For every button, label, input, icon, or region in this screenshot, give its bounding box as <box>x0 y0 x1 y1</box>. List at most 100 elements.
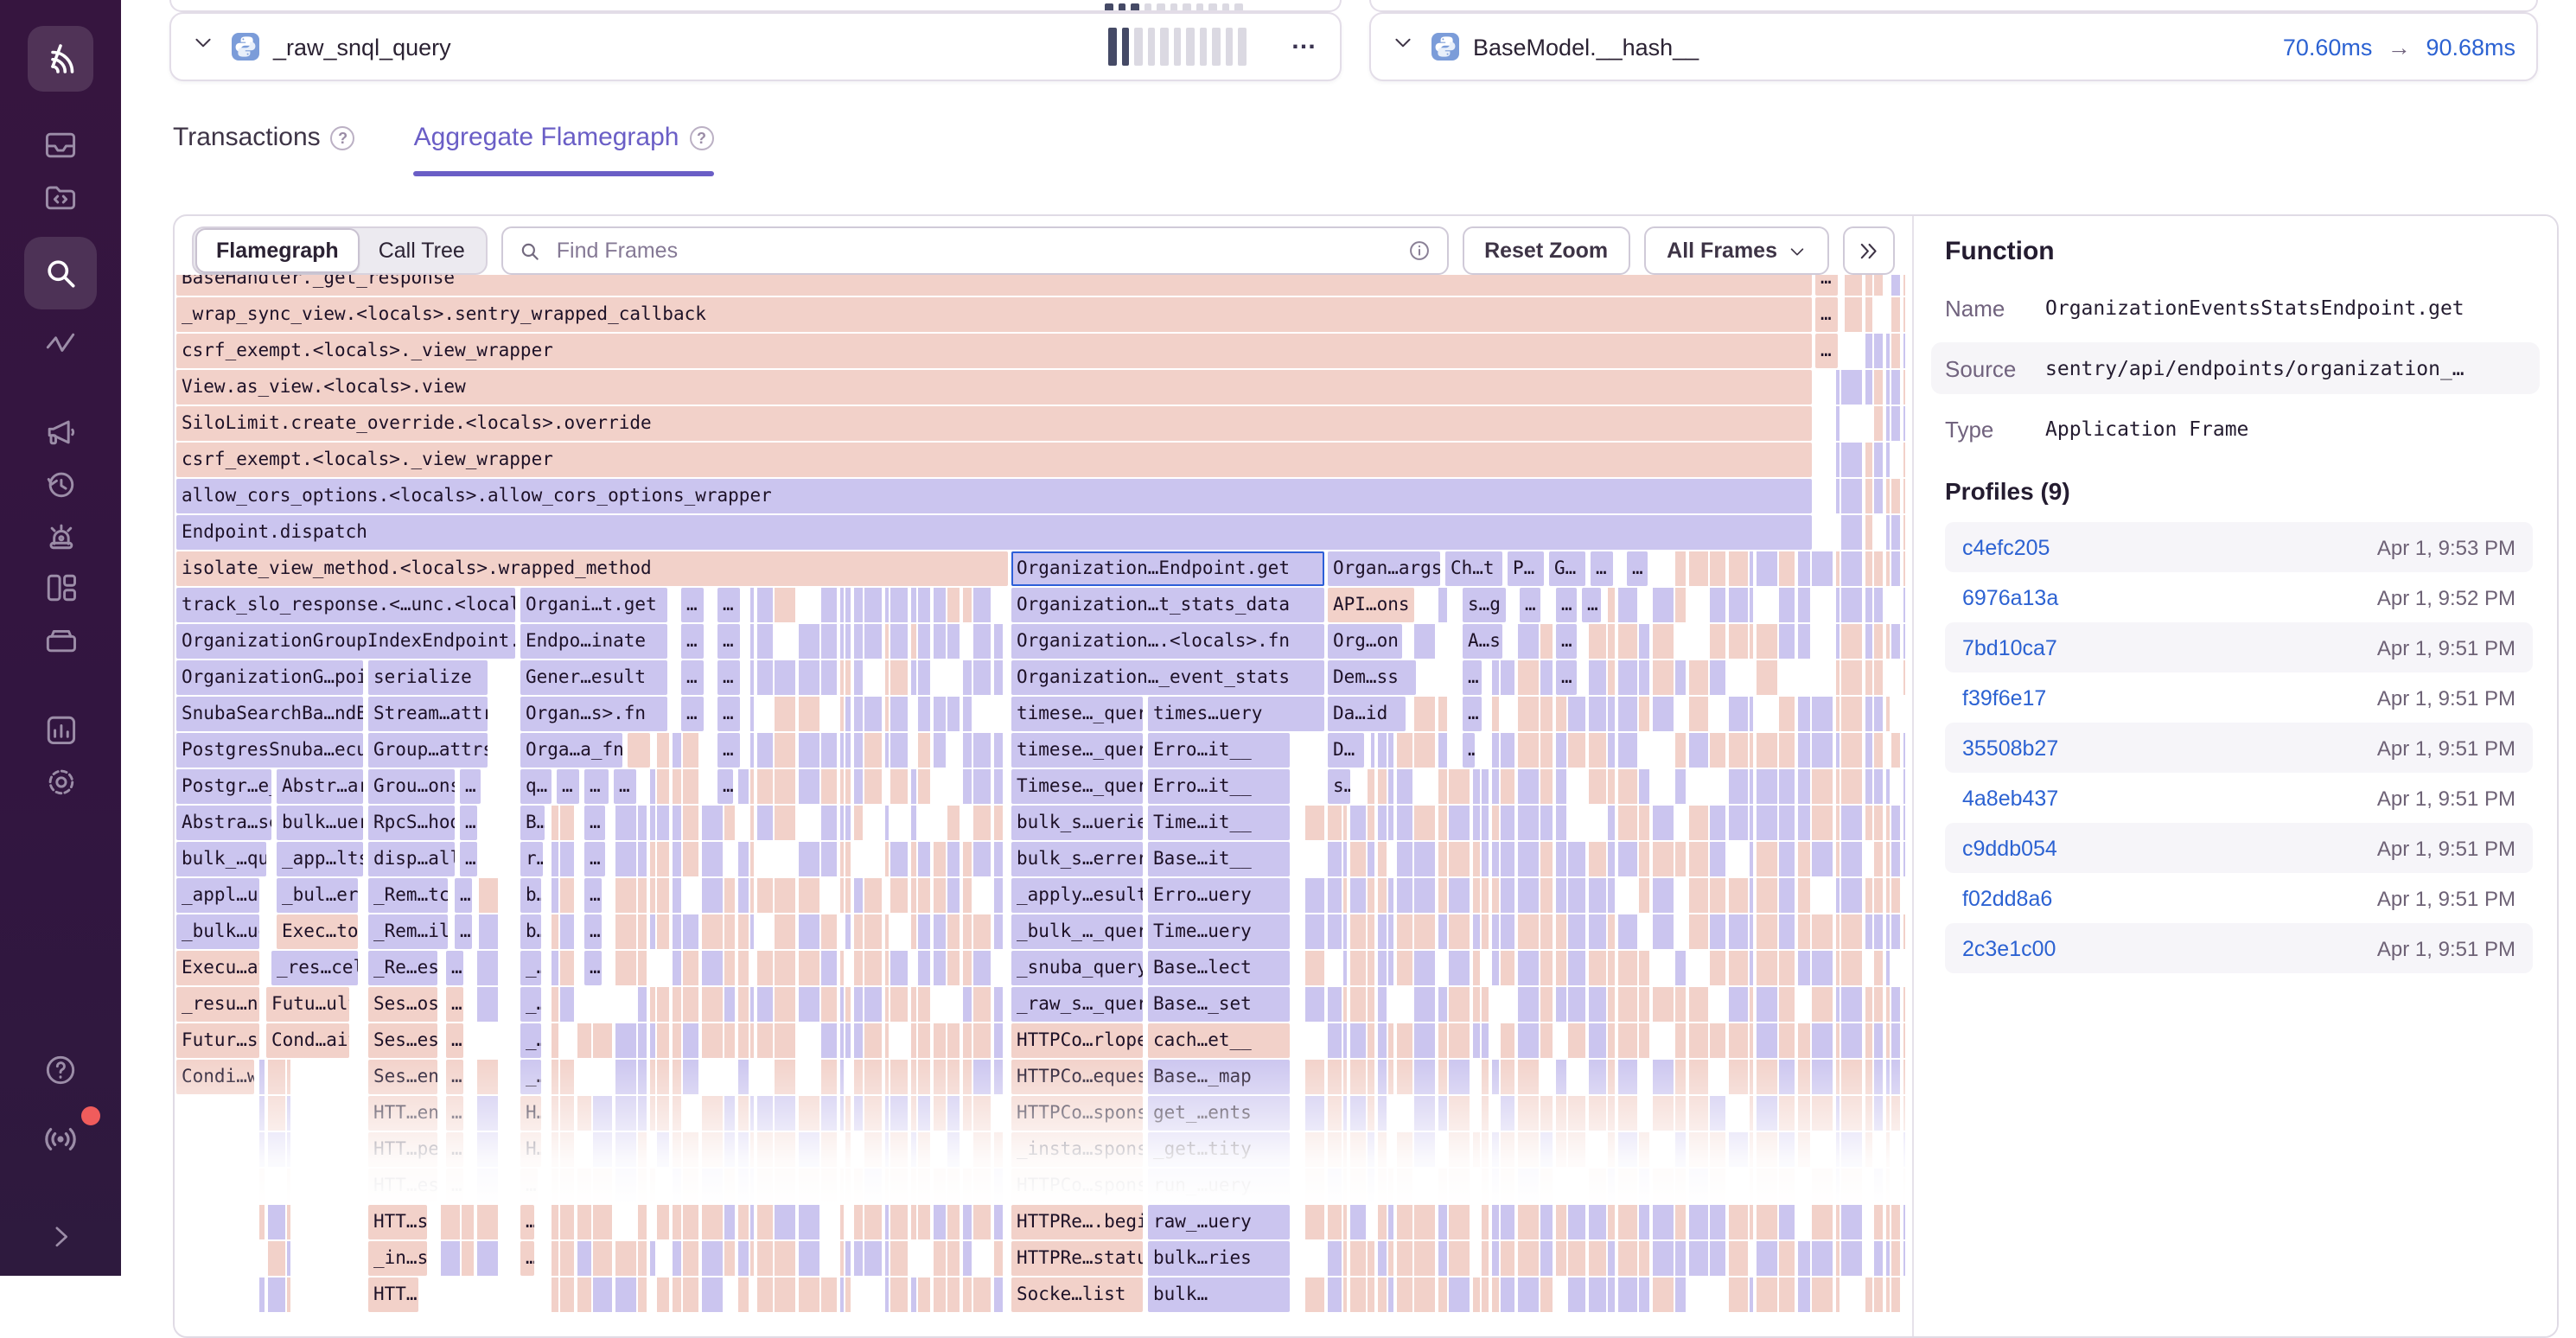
flame-frame-small[interactable] <box>638 1132 647 1167</box>
flame-frame-small[interactable] <box>1517 1096 1538 1131</box>
flame-frame-small[interactable] <box>1891 1023 1900 1058</box>
flame-frame-small[interactable] <box>551 1132 558 1167</box>
flame-frame-small[interactable] <box>1874 842 1883 876</box>
flame-frame-small[interactable] <box>1756 842 1776 876</box>
flame-frame-small[interactable] <box>1327 806 1341 840</box>
flame-frame-small[interactable] <box>1891 1096 1900 1131</box>
flame-frame-small[interactable] <box>1501 733 1514 768</box>
flame-frame-small[interactable] <box>1675 1023 1686 1058</box>
flame-frame-small[interactable] <box>1343 1132 1347 1167</box>
flame-frame-small[interactable] <box>1675 842 1686 876</box>
flame-frame-small[interactable] <box>933 1241 945 1276</box>
flame-frame-small[interactable] <box>853 1241 862 1276</box>
flame-frame-small[interactable] <box>551 878 558 913</box>
flame-frame-small[interactable] <box>884 588 888 622</box>
flame-frame[interactable]: Endpoint.dispatch <box>176 515 1812 550</box>
flame-frame-small[interactable] <box>1377 1096 1386 1131</box>
flame-frame-small[interactable] <box>1438 1096 1446 1131</box>
flame-frame-small[interactable] <box>933 1060 945 1094</box>
flame-frame-small[interactable] <box>1865 769 1871 804</box>
flame-frame-small[interactable] <box>839 842 843 876</box>
flame-frame-small[interactable] <box>1885 479 1889 513</box>
flame-frame-small[interactable] <box>1438 1205 1446 1239</box>
flame-frame[interactable]: … <box>455 914 472 949</box>
flame-frame-small[interactable] <box>1639 842 1649 876</box>
flame-frame-small[interactable] <box>1865 551 1871 586</box>
flame-frame-small[interactable] <box>1343 1023 1347 1058</box>
flame-frame[interactable]: … <box>1556 588 1577 622</box>
flame-frame-small[interactable] <box>1652 1241 1673 1276</box>
flame-frame-small[interactable] <box>1414 1023 1435 1058</box>
flame-frame-small[interactable] <box>933 697 945 731</box>
flame-frame-small[interactable] <box>962 1277 971 1312</box>
flame-frame-small[interactable] <box>1688 987 1707 1022</box>
flame-frame-small[interactable] <box>287 1277 290 1312</box>
flame-frame[interactable]: _Rem…ilo <box>368 914 448 949</box>
flame-frame-small[interactable] <box>1414 697 1435 731</box>
flame-frame-small[interactable] <box>1388 806 1393 840</box>
flame-frame-small[interactable] <box>1710 806 1725 840</box>
flame-frame-small[interactable] <box>1368 914 1374 949</box>
flame-frame-small[interactable] <box>750 1132 754 1167</box>
flame-frame-small[interactable] <box>1343 842 1347 876</box>
flame-frame-small[interactable] <box>890 842 908 876</box>
flame-frame-small[interactable] <box>287 1132 290 1167</box>
flame-frame-small[interactable] <box>1501 951 1514 985</box>
profile-link[interactable]: 7bd10ca7 <box>1962 635 2057 659</box>
flame-frame-selected[interactable]: Organization…Endpoint.get <box>1011 551 1324 586</box>
flame-frame-small[interactable] <box>1710 1205 1725 1239</box>
flame-frame-small[interactable] <box>1414 1205 1435 1239</box>
flame-frame-small[interactable] <box>821 624 837 659</box>
flame-frame-small[interactable] <box>918 1132 930 1167</box>
flame-frame-small[interactable] <box>1482 769 1489 804</box>
flame-frame[interactable]: Ses…ost <box>368 987 437 1022</box>
flame-frame-small[interactable] <box>1779 1132 1795 1167</box>
flame-frame-small[interactable] <box>1841 515 1862 550</box>
flame-frame[interactable]: get_…ents <box>1148 1096 1290 1131</box>
flame-frame-small[interactable] <box>1414 1060 1435 1094</box>
flame-frame-small[interactable] <box>1517 733 1538 768</box>
flame-frame-small[interactable] <box>1349 987 1365 1022</box>
flame-frame-small[interactable] <box>1835 914 1839 949</box>
flame-frame-small[interactable] <box>657 1023 669 1058</box>
flame-frame-small[interactable] <box>1903 479 1905 513</box>
flame-frame-small[interactable] <box>1710 588 1725 622</box>
flame-frame-small[interactable] <box>750 624 754 659</box>
flame-frame-small[interactable] <box>267 1205 284 1239</box>
flame-frame-small[interactable] <box>560 987 574 1022</box>
flame-frame-small[interactable] <box>1874 806 1883 840</box>
flame-frame-small[interactable] <box>884 914 888 949</box>
flame-frame-small[interactable] <box>737 1241 748 1276</box>
flame-frame-small[interactable] <box>1540 624 1553 659</box>
flame-frame-small[interactable] <box>672 806 680 840</box>
flame-frame-small[interactable] <box>1756 733 1776 768</box>
flame-frame-small[interactable] <box>864 1241 882 1276</box>
flame-frame-small[interactable] <box>1865 1023 1871 1058</box>
flame-frame-small[interactable] <box>910 1169 915 1203</box>
flame-frame-small[interactable] <box>1568 1277 1585 1312</box>
flame-frame-small[interactable] <box>798 769 819 804</box>
flame-frame-small[interactable] <box>756 1023 772 1058</box>
flame-frame-small[interactable] <box>476 1096 497 1131</box>
flame-frame-small[interactable] <box>1608 987 1615 1022</box>
flame-frame-small[interactable] <box>910 624 915 659</box>
flame-frame-small[interactable] <box>1414 624 1435 659</box>
flame-frame-small[interactable] <box>1797 588 1809 622</box>
flame-frame-small[interactable] <box>1652 914 1673 949</box>
flame-frame-small[interactable] <box>918 624 930 659</box>
flame-frame-small[interactable] <box>918 1169 930 1203</box>
flame-frame-small[interactable] <box>1835 1096 1839 1131</box>
flame-frame-small[interactable] <box>560 1132 574 1167</box>
flame-frame-small[interactable] <box>993 660 1002 695</box>
flame-frame[interactable]: Base…_set <box>1148 987 1290 1022</box>
flame-frame-small[interactable] <box>1639 769 1649 804</box>
flame-frame-small[interactable] <box>884 1241 888 1276</box>
flame-frame-small[interactable] <box>775 951 795 985</box>
flame-frame-small[interactable] <box>1728 697 1747 731</box>
flame-frame-small[interactable] <box>1797 1023 1809 1058</box>
flame-frame-small[interactable] <box>1639 1132 1649 1167</box>
flame-frame-small[interactable] <box>724 1096 735 1131</box>
flame-frame-small[interactable] <box>1750 551 1753 586</box>
flame-frame-small[interactable] <box>1388 1205 1393 1239</box>
flame-frame-small[interactable] <box>1438 697 1446 731</box>
